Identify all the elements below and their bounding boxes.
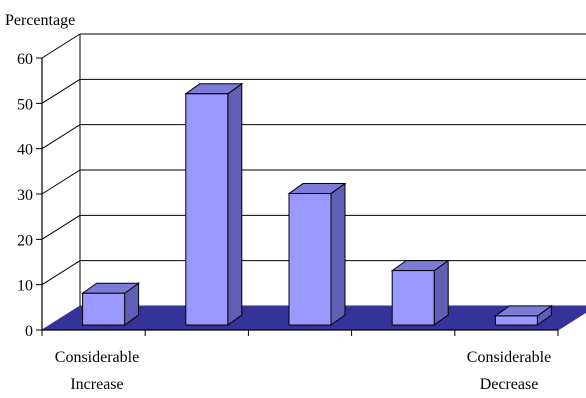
gridline-diagonal <box>41 260 81 286</box>
y-axis-title: Percentage <box>5 12 75 29</box>
bar-front-face <box>82 292 126 326</box>
bar-front-face <box>185 93 229 326</box>
gridline-diagonal <box>41 169 81 195</box>
bar <box>287 182 347 326</box>
y-tick-label: 20 <box>17 232 33 249</box>
grid-lines <box>41 33 586 286</box>
y-tick-label: 50 <box>17 96 33 113</box>
y-tick-label: 40 <box>17 142 33 159</box>
gridline-diagonal <box>41 214 81 240</box>
gridline-diagonal <box>41 78 81 104</box>
bar <box>184 82 244 326</box>
y-tick-labels: 0 10 20 30 40 50 60 <box>17 51 33 340</box>
bar-front-face <box>288 193 332 326</box>
gridline-diagonal <box>41 33 81 59</box>
bar-front-face <box>494 315 538 326</box>
bar <box>493 304 553 326</box>
axes <box>36 34 559 336</box>
x-category-label: Decrease <box>480 376 539 393</box>
bar-side-face <box>227 82 243 326</box>
bar-side-face <box>433 259 449 326</box>
bar <box>81 282 141 326</box>
x-category-label: Increase <box>70 376 123 393</box>
bar-front-face <box>391 270 435 326</box>
x-category-label: Considerable <box>467 349 551 366</box>
y-tick-label: 30 <box>17 187 33 204</box>
y-tick-label: 60 <box>17 51 33 68</box>
y-tick-label: 0 <box>25 323 33 340</box>
x-category-label: Considerable <box>55 349 139 366</box>
gridline-diagonal <box>41 124 81 150</box>
bar-side-face <box>330 182 346 326</box>
y-tick-label: 10 <box>17 278 33 295</box>
bars <box>81 82 553 326</box>
x-category-labels: Considerable Increase Considerable Decrease <box>55 349 551 393</box>
bar <box>390 259 450 326</box>
